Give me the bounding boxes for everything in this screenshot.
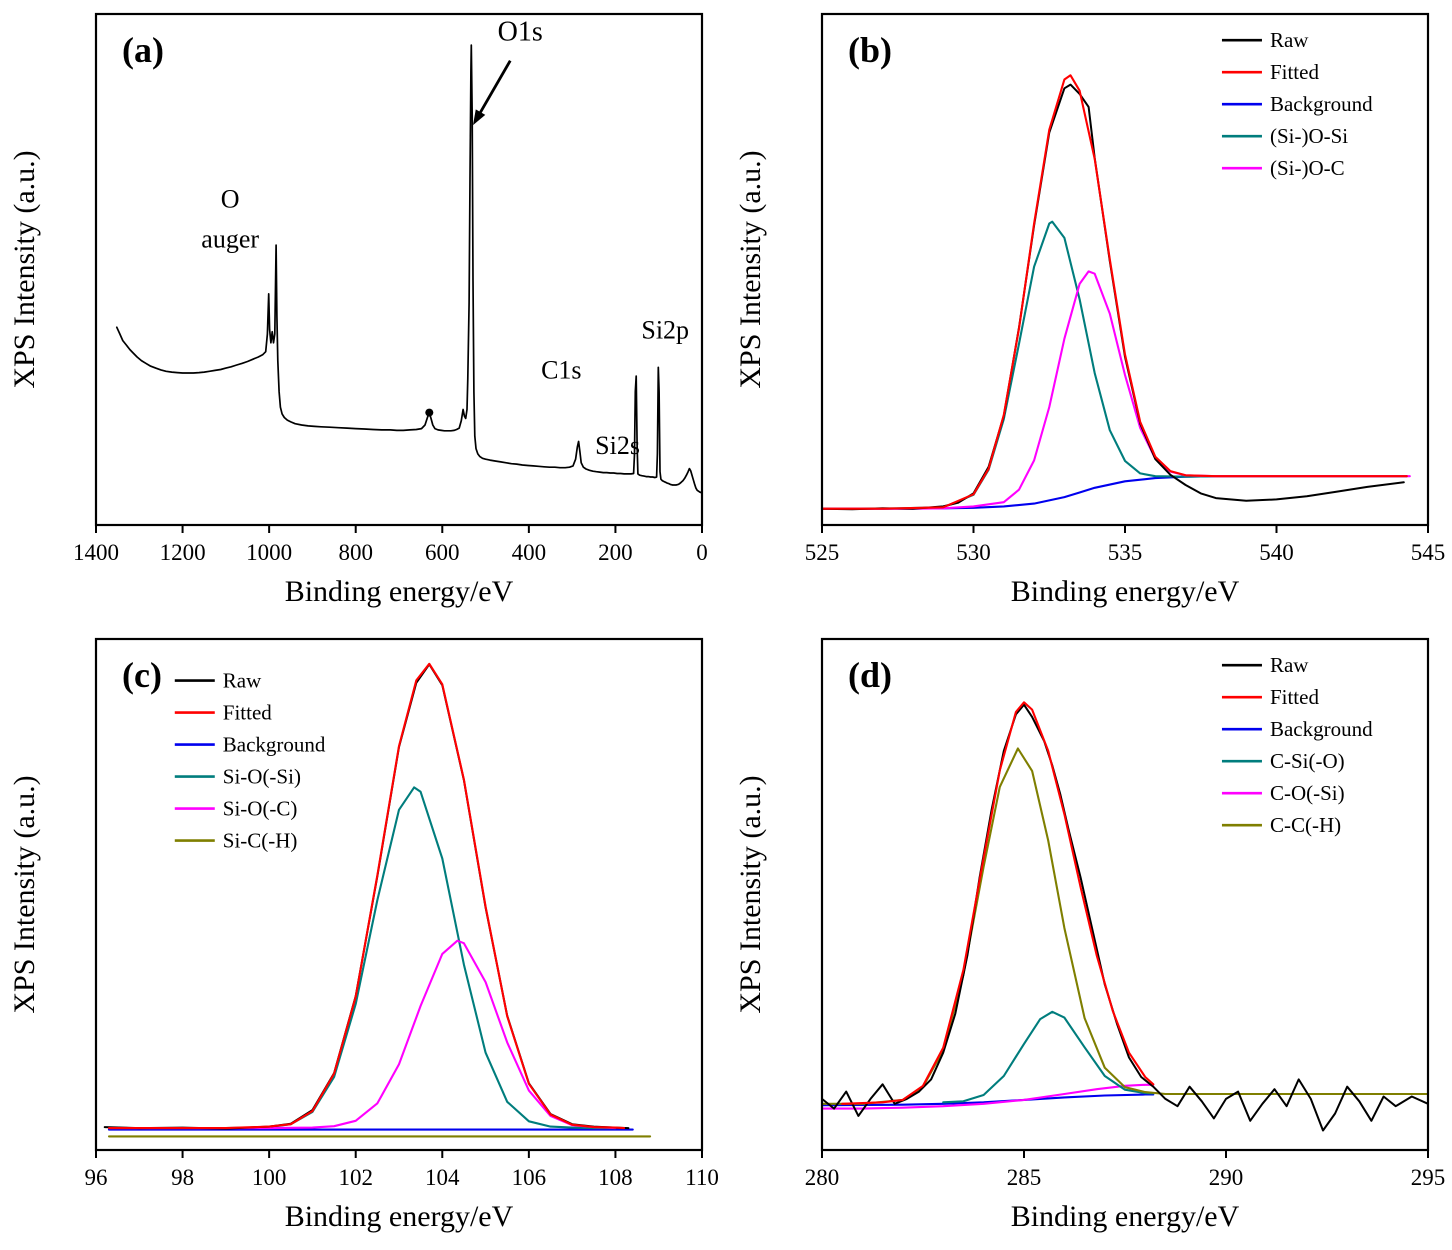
x-tick-label: 100	[252, 1165, 287, 1190]
x-tick-label: 535	[1108, 540, 1143, 565]
series-survey	[115, 44, 702, 494]
legend-label: (Si-)O-C	[1270, 156, 1345, 180]
x-tick-label: 400	[512, 540, 547, 565]
series-fitted	[841, 701, 1155, 1105]
panel-label: (c)	[122, 655, 162, 695]
x-tick-label: 285	[1007, 1165, 1042, 1190]
legend-label: Raw	[1270, 28, 1309, 52]
x-tick-label: 540	[1259, 540, 1294, 565]
panel-d: 280 285 290 295 Binding energy/eV XPS Intensi…	[726, 625, 1452, 1250]
legend-label: Background	[1270, 717, 1373, 741]
annotation-Si2p: Si2p	[641, 315, 689, 344]
x-tick-label: 280	[805, 1165, 840, 1190]
x-tick-label: 295	[1411, 1165, 1446, 1190]
legend-label: Si-O(-C)	[223, 797, 298, 821]
y-axis-label: XPS Intensity (a.u.)	[734, 150, 767, 388]
x-axis-label: Binding energy/eV	[1011, 1200, 1240, 1233]
x-tick-label: 530	[956, 540, 991, 565]
annotation-C1s: C1s	[541, 355, 581, 384]
x-tick-label: 600	[425, 540, 460, 565]
legend-label: Fitted	[1270, 685, 1320, 709]
y-axis-label: XPS Intensity (a.u.)	[8, 775, 41, 1013]
legend-label: Si-O(-Si)	[223, 765, 301, 789]
x-tick-label: 1400	[73, 540, 119, 565]
panel-background	[726, 0, 1452, 625]
annotation-O1s: O1s	[498, 17, 543, 48]
x-axis-label: Binding energy/eV	[285, 575, 514, 608]
panel-b: 525 530 535 540 545 Binding energy/eV XPS Inte…	[726, 0, 1452, 625]
series-si_o_c	[107, 939, 617, 1130]
x-tick-label: 200	[598, 540, 633, 565]
marker-dot	[425, 408, 434, 417]
annotation-Si2s: Si2s	[595, 431, 640, 460]
panel-a: 1400 1200 1000 800 600 400 200 0 Binding energy/…	[0, 0, 726, 625]
series-raw	[821, 83, 1405, 511]
legend-label: Raw	[1270, 653, 1309, 677]
legend-label: Raw	[223, 669, 262, 693]
annotation-auger: auger	[201, 224, 259, 253]
series-c_si_o	[942, 1010, 1155, 1104]
c1s-spectrum-chart: 280 285 290 295 Binding energy/eV XPS Intensi…	[726, 625, 1452, 1250]
annotation-arrow	[474, 59, 512, 121]
panel-label: (b)	[848, 30, 892, 70]
panel-background	[0, 0, 726, 625]
x-tick-label: 1200	[160, 540, 206, 565]
x-axis-label: Binding energy/eV	[285, 1200, 514, 1233]
x-tick-label: 110	[685, 1165, 719, 1190]
annotation-O: O	[221, 184, 240, 213]
y-axis-label: XPS Intensity (a.u.)	[8, 150, 41, 388]
series-c_o_si	[820, 1083, 1155, 1110]
x-tick-label: 108	[598, 1165, 633, 1190]
survey-spectrum-chart: 1400 1200 1000 800 600 400 200 0 Binding energy/…	[0, 0, 726, 625]
x-tick-label: 800	[338, 540, 373, 565]
panel-background	[726, 625, 1452, 1250]
x-tick-label: 96	[85, 1165, 108, 1190]
annotation-arrowhead	[473, 109, 486, 126]
o1s-spectrum-chart: 525 530 535 540 545 Binding energy/eV XPS Inte…	[726, 0, 1452, 625]
legend-label: Fitted	[223, 701, 273, 725]
x-tick-label: 0	[696, 540, 708, 565]
x-axis-label: Binding energy/eV	[1011, 575, 1240, 608]
legend-label: Background	[223, 733, 326, 757]
legend-label: Background	[1270, 92, 1373, 116]
x-tick-label: 104	[425, 1165, 460, 1190]
legend-label: Si-C(-H)	[223, 829, 298, 853]
legend-label: Fitted	[1270, 60, 1320, 84]
x-tick-label: 525	[805, 540, 840, 565]
series-fitted	[820, 74, 1408, 510]
si2p-spectrum-chart: 96 98 100 102 104 106 108 110 Binding energy/eV X…	[0, 625, 726, 1250]
panel-c: 96 98 100 102 104 106 108 110 Binding energy/eV X…	[0, 625, 726, 1250]
x-tick-label: 102	[338, 1165, 373, 1190]
panel-background	[0, 625, 726, 1250]
legend-label: C-Si(-O)	[1270, 749, 1345, 773]
legend-label: C-C(-H)	[1270, 813, 1341, 837]
x-tick-label: 1000	[246, 540, 292, 565]
x-tick-label: 98	[171, 1165, 194, 1190]
x-tick-label: 106	[512, 1165, 547, 1190]
axes-frame	[820, 637, 1430, 1152]
x-tick-label: 290	[1209, 1165, 1244, 1190]
panel-label: (d)	[848, 655, 892, 695]
axes-frame	[94, 637, 704, 1152]
x-tick-label: 545	[1411, 540, 1446, 565]
legend-label: (Si-)O-Si	[1270, 124, 1348, 148]
y-axis-label: XPS Intensity (a.u.)	[734, 775, 767, 1013]
panel-label: (a)	[122, 30, 164, 70]
legend-label: C-O(-Si)	[1270, 781, 1345, 805]
series-fitted	[107, 662, 626, 1130]
axes-frame	[94, 12, 704, 527]
